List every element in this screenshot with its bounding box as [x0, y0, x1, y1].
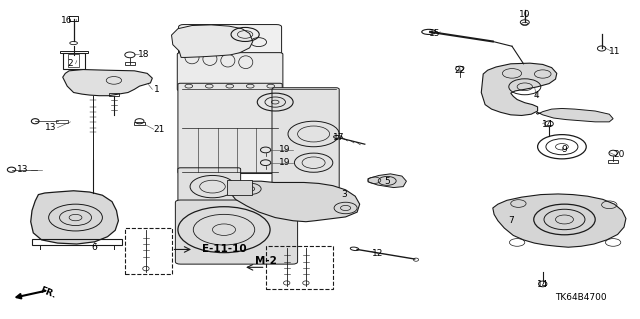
- Text: 3: 3: [342, 190, 347, 199]
- Bar: [125, 62, 135, 65]
- Text: 12: 12: [372, 249, 383, 258]
- FancyBboxPatch shape: [177, 53, 283, 91]
- Text: 1: 1: [154, 85, 159, 94]
- Text: 10: 10: [519, 10, 531, 19]
- Text: M-2: M-2: [255, 256, 276, 266]
- Polygon shape: [63, 70, 152, 96]
- Text: 17: 17: [333, 133, 345, 142]
- Text: 14: 14: [537, 280, 548, 289]
- Bar: [68, 54, 79, 67]
- FancyBboxPatch shape: [272, 88, 339, 209]
- Polygon shape: [368, 174, 406, 188]
- Text: 9: 9: [562, 145, 567, 154]
- Bar: [134, 122, 145, 125]
- Text: 13: 13: [45, 123, 57, 132]
- Bar: [227, 180, 252, 195]
- Text: 2: 2: [68, 59, 73, 68]
- Text: 14: 14: [541, 120, 553, 129]
- Text: E-11-10: E-11-10: [202, 244, 246, 255]
- Bar: [69, 16, 78, 21]
- Polygon shape: [31, 191, 118, 244]
- Polygon shape: [230, 181, 360, 222]
- FancyBboxPatch shape: [179, 25, 282, 60]
- Bar: [60, 51, 88, 53]
- Text: 19: 19: [279, 145, 291, 154]
- Text: 6: 6: [92, 243, 97, 252]
- Polygon shape: [493, 194, 626, 247]
- Text: 22: 22: [454, 66, 465, 75]
- FancyBboxPatch shape: [178, 83, 282, 174]
- Text: FR.: FR.: [38, 286, 57, 300]
- Text: 4: 4: [534, 91, 539, 100]
- Polygon shape: [481, 63, 557, 115]
- Bar: [109, 93, 119, 96]
- Text: 18: 18: [138, 50, 150, 59]
- Text: 20: 20: [614, 150, 625, 159]
- Bar: [125, 228, 172, 274]
- Polygon shape: [172, 25, 253, 57]
- Polygon shape: [536, 108, 613, 122]
- Text: TK64B4700: TK64B4700: [556, 293, 607, 302]
- Text: 5: 5: [385, 177, 390, 186]
- Text: 13: 13: [17, 165, 28, 174]
- FancyBboxPatch shape: [175, 200, 298, 264]
- FancyBboxPatch shape: [178, 168, 241, 209]
- Bar: [608, 160, 618, 163]
- Text: 15: 15: [429, 29, 441, 38]
- Bar: [266, 246, 333, 289]
- Bar: [63, 53, 85, 69]
- Text: 11: 11: [609, 47, 620, 56]
- Bar: [32, 239, 122, 245]
- Text: 16: 16: [61, 16, 73, 25]
- Text: 19: 19: [279, 158, 291, 167]
- Text: 21: 21: [153, 125, 164, 134]
- Bar: [56, 120, 68, 123]
- Text: 7: 7: [508, 216, 513, 225]
